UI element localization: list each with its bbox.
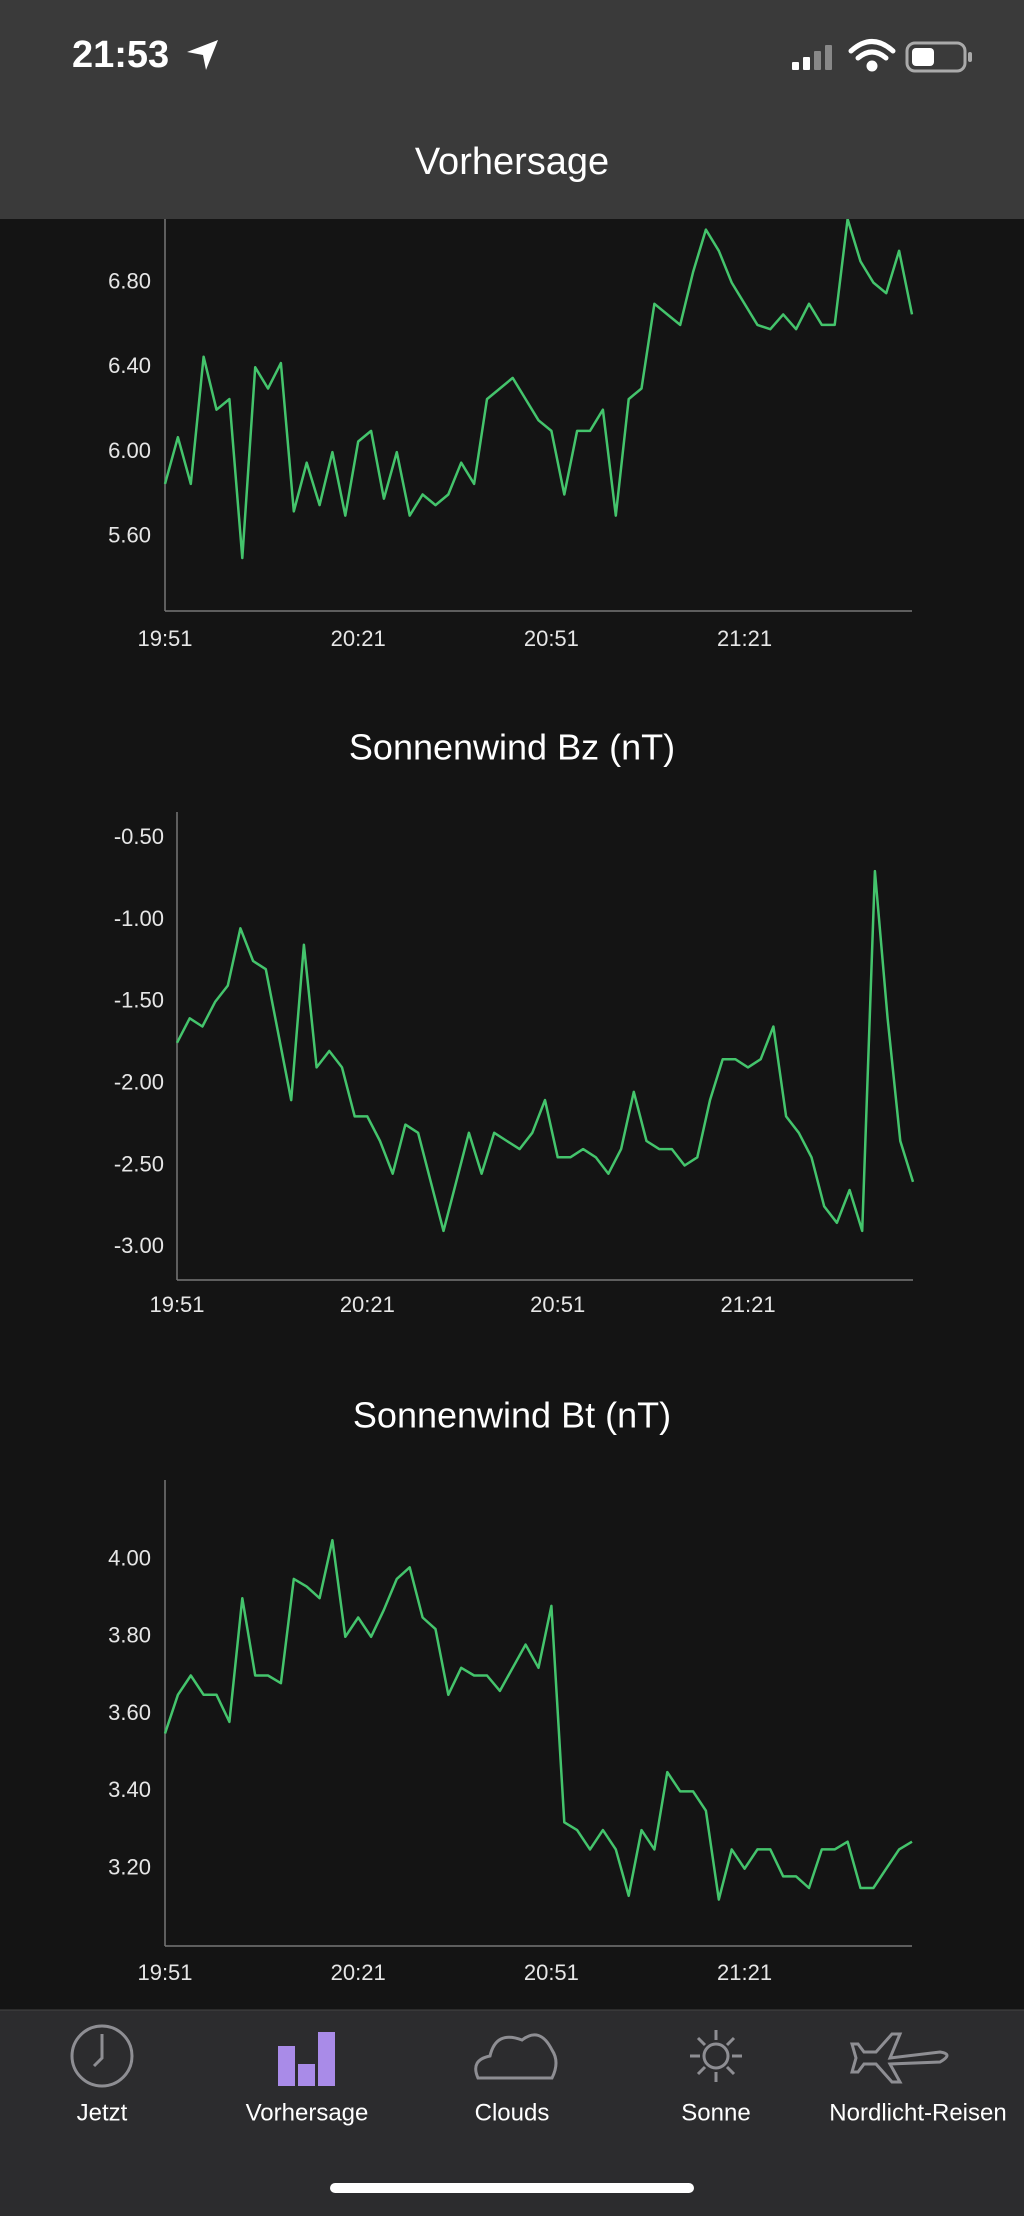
y-tick-label: -1.50 bbox=[114, 988, 164, 1013]
y-tick-label: 6.40 bbox=[108, 353, 151, 378]
y-tick-label: -0.50 bbox=[114, 824, 164, 849]
x-tick-label: 20:51 bbox=[524, 626, 579, 651]
x-tick-label: 20:21 bbox=[340, 1292, 395, 1317]
x-tick-label: 21:21 bbox=[717, 1960, 772, 1985]
header-title: Vorhersage bbox=[415, 141, 609, 183]
x-tick-label: 19:51 bbox=[149, 1292, 204, 1317]
x-tick-label: 21:21 bbox=[717, 626, 772, 651]
chart-title: Sonnenwind Bt (nT) bbox=[353, 1395, 671, 1436]
y-tick-label: 6.80 bbox=[108, 268, 151, 293]
sun-icon bbox=[702, 2042, 730, 2070]
tab-vorhersage[interactable]: Vorhersage bbox=[246, 2032, 369, 2126]
tab-label: Nordlicht-Reisen bbox=[829, 2099, 1006, 2126]
plane-icon bbox=[850, 2032, 949, 2084]
charts: 5.60 6.00 6.40 6.80 19:51 20:21 20:51 21:21 Sonn… bbox=[108, 209, 915, 1985]
y-tick-label: -1.00 bbox=[114, 906, 164, 931]
x-tick-label: 20:21 bbox=[331, 626, 386, 651]
y-tick-label: -2.50 bbox=[114, 1151, 164, 1176]
y-tick-label: 3.80 bbox=[108, 1623, 151, 1648]
tab-nordlicht-reisen[interactable]: Nordlicht-Reisen bbox=[829, 2032, 1007, 2126]
y-tick-label: 3.20 bbox=[108, 1855, 151, 1880]
x-tick-label: 20:51 bbox=[524, 1960, 579, 1985]
status-time: 21:53 bbox=[72, 34, 169, 76]
clock-icon bbox=[70, 2024, 134, 2088]
y-tick-label: 3.40 bbox=[108, 1777, 151, 1802]
data-line bbox=[163, 217, 914, 560]
x-tick-label: 19:51 bbox=[137, 626, 192, 651]
data-line bbox=[175, 869, 915, 1233]
tab-sonne[interactable]: Sonne bbox=[681, 2030, 751, 2126]
y-tick-label: 6.00 bbox=[108, 438, 151, 463]
y-tick-label: 3.60 bbox=[108, 1700, 151, 1725]
x-tick-label: 20:51 bbox=[530, 1292, 585, 1317]
battery-icon bbox=[905, 41, 972, 73]
data-line bbox=[163, 1538, 913, 1901]
tab-label: Vorhersage bbox=[246, 2099, 369, 2126]
sun-rays bbox=[690, 2030, 742, 2082]
wifi-icon bbox=[848, 39, 896, 72]
home-indicator bbox=[330, 2183, 694, 2193]
header-background bbox=[0, 0, 1024, 219]
y-tick-label: -2.00 bbox=[114, 1070, 164, 1095]
tab-clouds[interactable]: Clouds bbox=[474, 2033, 558, 2127]
bars-icon bbox=[278, 2032, 335, 2086]
location-icon bbox=[187, 40, 218, 70]
tab-label: Sonne bbox=[681, 2099, 750, 2126]
y-tick-label: 5.60 bbox=[108, 523, 151, 548]
signal-icon bbox=[792, 45, 832, 70]
cloud-icon bbox=[474, 2033, 558, 2080]
tab-label: Clouds bbox=[475, 2099, 550, 2126]
chart-title: Sonnenwind Bz (nT) bbox=[349, 727, 675, 768]
y-tick-label: 4.00 bbox=[108, 1545, 151, 1570]
x-tick-label: 19:51 bbox=[137, 1960, 192, 1985]
tab-jetzt[interactable]: Jetzt bbox=[70, 2024, 134, 2126]
x-tick-label: 20:21 bbox=[331, 1960, 386, 1985]
tab-label: Jetzt bbox=[77, 2099, 128, 2126]
y-tick-label: -3.00 bbox=[114, 1233, 164, 1258]
x-tick-label: 21:21 bbox=[721, 1292, 776, 1317]
clock-hands bbox=[92, 2034, 104, 2068]
